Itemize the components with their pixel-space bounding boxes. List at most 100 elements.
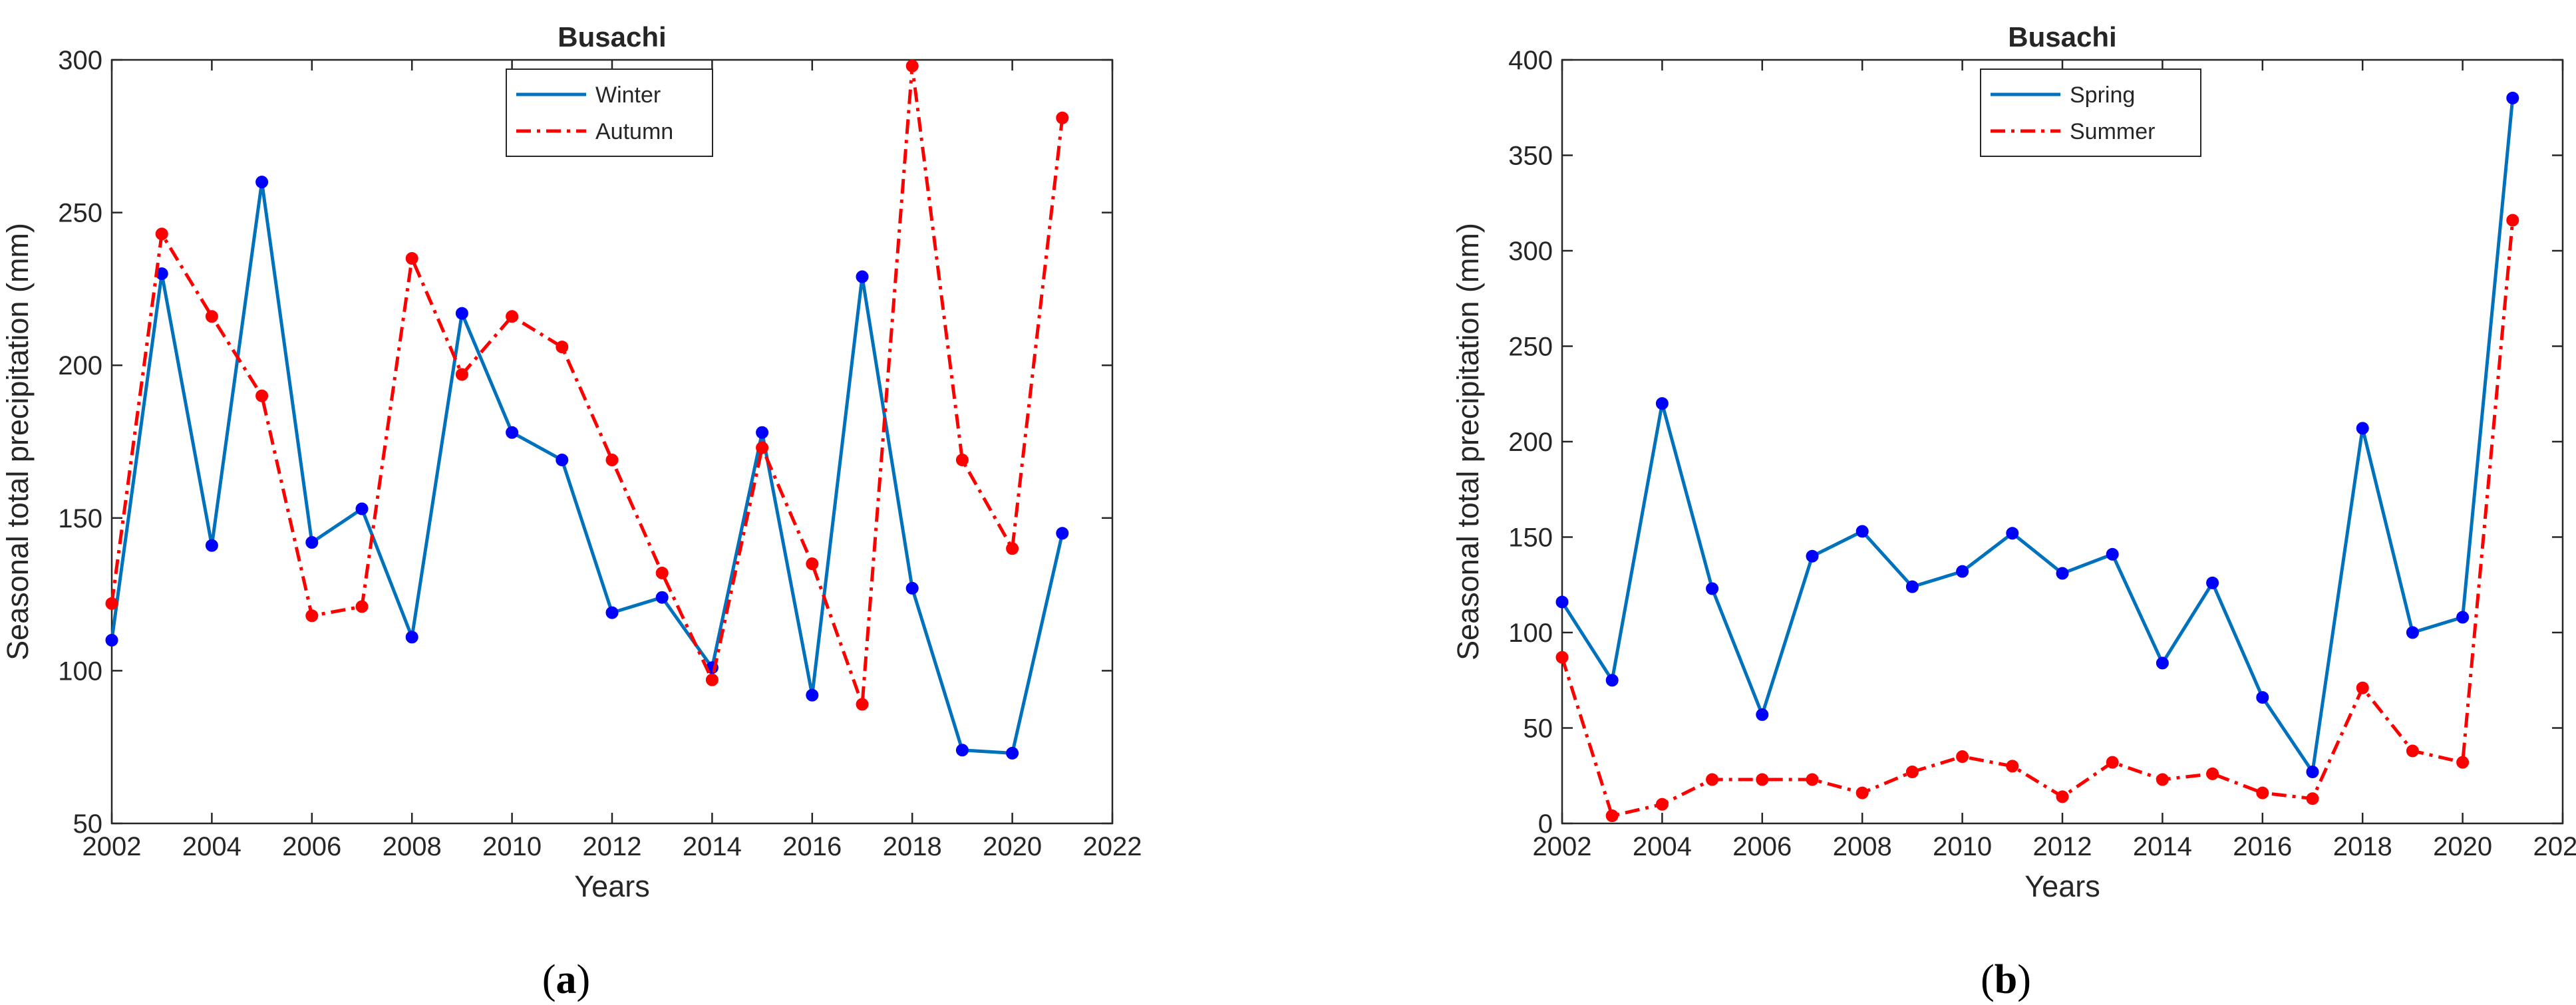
panel-label-a: (a) [542, 957, 590, 1002]
y-tick-label: 150 [1508, 523, 1553, 553]
x-tick-label: 2012 [2033, 832, 2092, 861]
data-point-spring [2256, 691, 2269, 704]
legend-label-autumn: Autumn [595, 119, 673, 144]
data-point-summer [1706, 773, 1719, 786]
data-point-summer [1605, 809, 1619, 823]
series-line-spring [1560, 98, 2515, 774]
data-point-autumn [756, 441, 769, 454]
data-point-autumn [205, 310, 218, 323]
data-point-winter [255, 176, 269, 189]
data-point-winter [856, 270, 869, 283]
data-point-spring [2306, 766, 2319, 779]
data-point-winter [605, 606, 619, 619]
x-tick-label: 2022 [1083, 832, 1142, 861]
data-point-winter [806, 688, 819, 702]
panel-label-a-letter: a [556, 957, 577, 1002]
y-tick-label: 250 [58, 199, 102, 228]
data-point-autumn [1056, 111, 1069, 124]
data-point-spring [1655, 397, 1669, 410]
data-point-spring [2056, 567, 2069, 580]
data-point-autumn [905, 59, 919, 72]
data-point-autumn [856, 698, 869, 711]
panel-label-b-open: ( [1981, 957, 1995, 1002]
legend-box [506, 69, 713, 157]
data-point-autumn [355, 600, 369, 613]
data-point-autumn [556, 341, 569, 354]
data-point-spring [2006, 527, 2019, 540]
data-point-autumn [655, 566, 669, 579]
data-point-spring [2156, 656, 2169, 670]
data-point-spring [2506, 91, 2519, 104]
data-point-winter [305, 536, 319, 549]
data-point-autumn [605, 454, 619, 467]
data-point-summer [2456, 756, 2470, 769]
panel-label-a-open: ( [542, 957, 556, 1002]
x-tick-label: 2016 [782, 832, 842, 861]
x-tick-label: 2006 [1732, 832, 1792, 861]
data-point-winter [756, 426, 769, 439]
x-tick-label: 2016 [2233, 832, 2292, 861]
data-point-summer [2006, 760, 2019, 773]
data-point-autumn [255, 389, 269, 402]
y-axis-label: Seasonal total precipitation (mm) [1, 223, 35, 660]
data-point-winter [1006, 746, 1019, 760]
x-tick-label: 2004 [182, 832, 242, 861]
data-point-spring [1706, 582, 1719, 595]
y-tick-label: 250 [1508, 333, 1553, 362]
data-point-autumn [405, 251, 418, 265]
x-tick-label: 2006 [282, 832, 341, 861]
chart-panel-a: 2002 2004 2006 2008 2010 2012 2014 2016 2018 2020… [1, 21, 1142, 903]
data-point-spring [1806, 549, 1819, 563]
data-point-winter [355, 502, 369, 515]
series-line-winter [110, 180, 1064, 755]
axes-box [110, 59, 1114, 825]
data-point-spring [2206, 576, 2219, 589]
data-point-winter [506, 426, 519, 439]
x-tick-label: 2018 [2333, 832, 2392, 861]
data-point-autumn [1006, 542, 1019, 555]
y-tick-label: 300 [58, 46, 102, 75]
data-point-winter [405, 631, 418, 644]
data-point-summer [1555, 650, 1569, 664]
data-point-winter [955, 744, 969, 757]
y-tick-label: 350 [1508, 142, 1553, 171]
y-tick-label: 200 [58, 351, 102, 380]
data-point-autumn [955, 454, 969, 467]
panel-label-b: (b) [1981, 957, 2031, 1002]
x-tick-label: 2022 [2533, 832, 2576, 861]
data-point-summer [2206, 767, 2219, 780]
data-point-winter [556, 454, 569, 467]
y-tick-label: 400 [1508, 46, 1553, 75]
data-point-summer [2156, 773, 2169, 786]
x-tick-label: 2018 [883, 832, 942, 861]
y-tick-label: 200 [1508, 428, 1553, 457]
data-point-autumn [155, 227, 168, 241]
x-tick-label: 2020 [2433, 832, 2492, 861]
data-point-winter [455, 307, 468, 320]
x-tick-label: 2004 [1633, 832, 1692, 861]
data-point-spring [1855, 525, 1869, 538]
data-point-summer [2106, 756, 2119, 769]
y-tick-label: 100 [58, 656, 102, 686]
legend-label-spring: Spring [2070, 82, 2135, 108]
x-tick-label: 2010 [1933, 832, 1992, 861]
data-point-winter [655, 591, 669, 604]
x-tick-label: 2002 [1533, 832, 1592, 861]
legend-label-winter: Winter [595, 82, 661, 108]
data-point-summer [1905, 766, 1919, 779]
data-point-autumn [305, 609, 319, 623]
data-point-winter [905, 581, 919, 595]
y-tick-label: 50 [1524, 714, 1553, 744]
y-tick-label: 100 [1508, 619, 1553, 648]
data-point-summer [1756, 773, 1769, 786]
legend: Winter Autumn [506, 69, 713, 157]
data-point-spring [1956, 565, 1969, 578]
data-point-summer [2256, 786, 2269, 799]
x-tick-label: 2012 [583, 832, 642, 861]
x-tick-label: 2002 [82, 832, 142, 861]
data-point-summer [1655, 797, 1669, 811]
data-point-spring [1905, 580, 1919, 593]
x-tick-label: 2008 [383, 832, 442, 861]
x-axis-label: Years [574, 869, 649, 903]
data-point-winter [205, 539, 218, 552]
